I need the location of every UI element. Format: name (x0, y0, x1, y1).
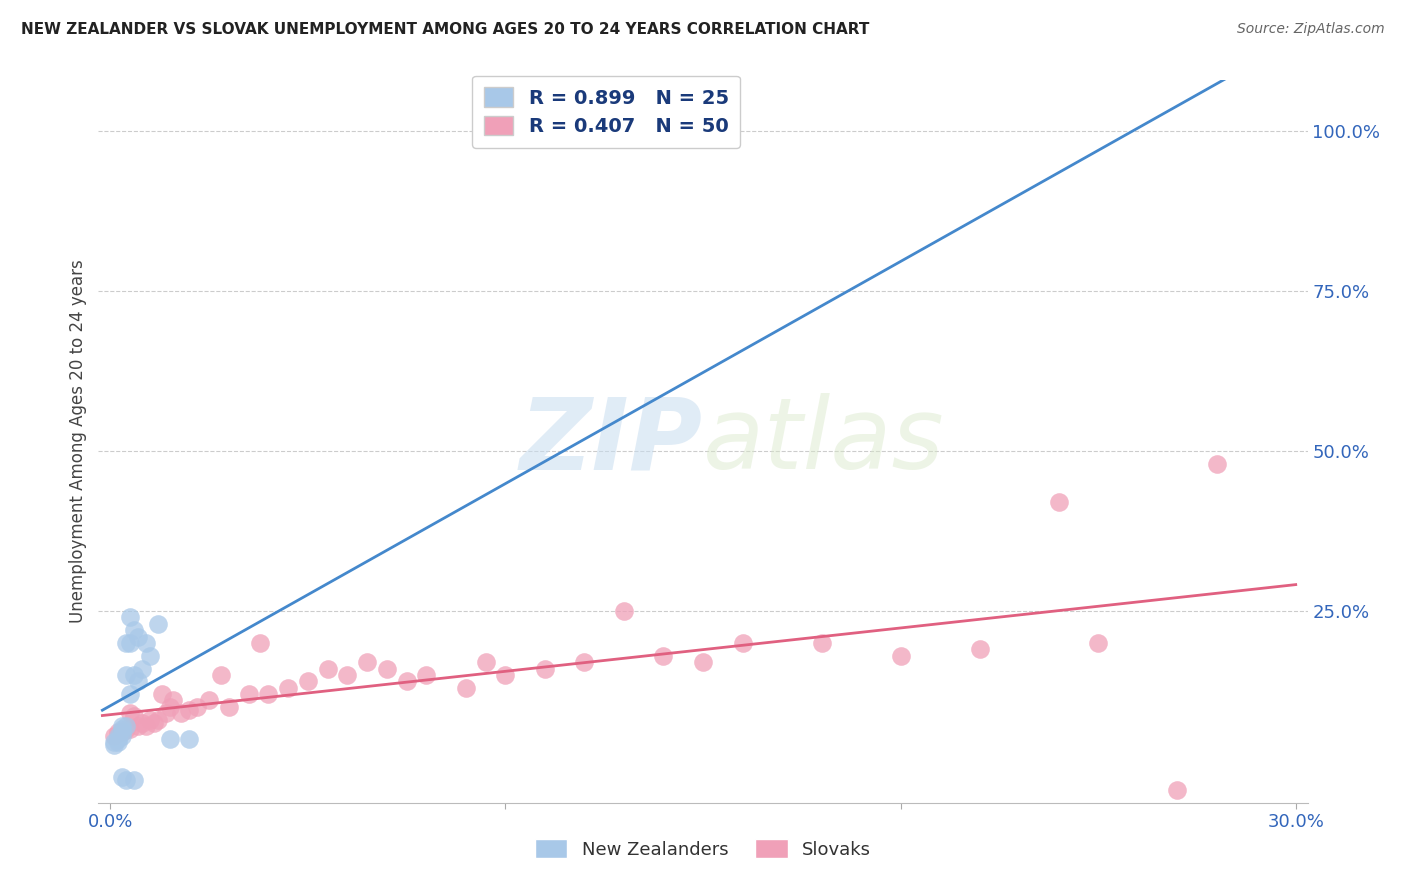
Point (111, 719, 134, 733)
Point (127, 719, 149, 733)
Text: atlas: atlas (703, 393, 945, 490)
Point (257, 687, 280, 701)
Point (111, 723, 134, 737)
Point (122, 623, 145, 637)
Point (142, 715, 165, 730)
Point (115, 668, 138, 682)
Point (127, 674, 149, 689)
Point (474, 655, 496, 669)
Text: NEW ZEALANDER VS SLOVAK UNEMPLOYMENT AMONG AGES 20 TO 24 YEARS CORRELATION CHART: NEW ZEALANDER VS SLOVAK UNEMPLOYMENT AMO… (21, 22, 869, 37)
Point (118, 610, 141, 624)
Point (115, 719, 138, 733)
Point (249, 636, 271, 650)
Text: Source: ZipAtlas.com: Source: ZipAtlas.com (1237, 22, 1385, 37)
Point (118, 687, 141, 701)
Point (115, 773, 138, 788)
Point (107, 729, 129, 743)
Point (111, 725, 134, 739)
Point (356, 655, 378, 669)
Point (613, 604, 636, 618)
Point (1205, 457, 1227, 471)
Point (170, 706, 193, 721)
Point (131, 715, 153, 730)
Point (107, 731, 129, 746)
Point (336, 668, 359, 682)
Point (162, 693, 184, 707)
Point (146, 713, 169, 727)
Point (1166, 783, 1188, 797)
Point (1087, 636, 1109, 650)
Point (297, 674, 319, 689)
Point (454, 681, 477, 695)
Point (139, 713, 162, 727)
Point (198, 693, 221, 707)
Point (122, 668, 145, 682)
Point (534, 661, 557, 675)
Point (103, 735, 125, 749)
Point (159, 699, 181, 714)
Point (159, 731, 181, 746)
Point (731, 636, 754, 650)
Point (122, 709, 145, 723)
Point (103, 729, 125, 743)
Point (139, 648, 162, 663)
Point (115, 723, 138, 737)
Point (115, 636, 138, 650)
Point (103, 738, 125, 752)
Point (122, 773, 145, 788)
Point (118, 723, 141, 737)
Point (969, 642, 991, 657)
Point (111, 729, 134, 743)
Point (574, 655, 596, 669)
Point (135, 719, 157, 733)
Point (111, 725, 134, 739)
Point (1047, 495, 1070, 509)
Point (107, 725, 129, 739)
Text: ZIP: ZIP (520, 393, 703, 490)
Point (218, 699, 240, 714)
Point (209, 668, 232, 682)
Point (810, 636, 832, 650)
Point (155, 706, 177, 721)
Point (890, 648, 912, 663)
Point (186, 699, 208, 714)
Point (135, 636, 157, 650)
Point (179, 703, 201, 717)
Point (107, 735, 129, 749)
Point (415, 668, 437, 682)
Legend: New Zealanders, Slovaks: New Zealanders, Slovaks (527, 832, 879, 866)
Point (652, 648, 675, 663)
Point (277, 681, 299, 695)
Point (375, 661, 398, 675)
Point (395, 674, 418, 689)
Point (150, 687, 173, 701)
Point (146, 616, 169, 631)
Point (494, 668, 516, 682)
Point (127, 630, 149, 644)
Point (111, 770, 134, 784)
Point (179, 731, 201, 746)
Point (692, 655, 714, 669)
Point (118, 636, 141, 650)
Point (316, 661, 339, 675)
Point (238, 687, 260, 701)
Y-axis label: Unemployment Among Ages 20 to 24 years: Unemployment Among Ages 20 to 24 years (69, 260, 87, 624)
Point (131, 661, 153, 675)
Point (118, 706, 141, 721)
